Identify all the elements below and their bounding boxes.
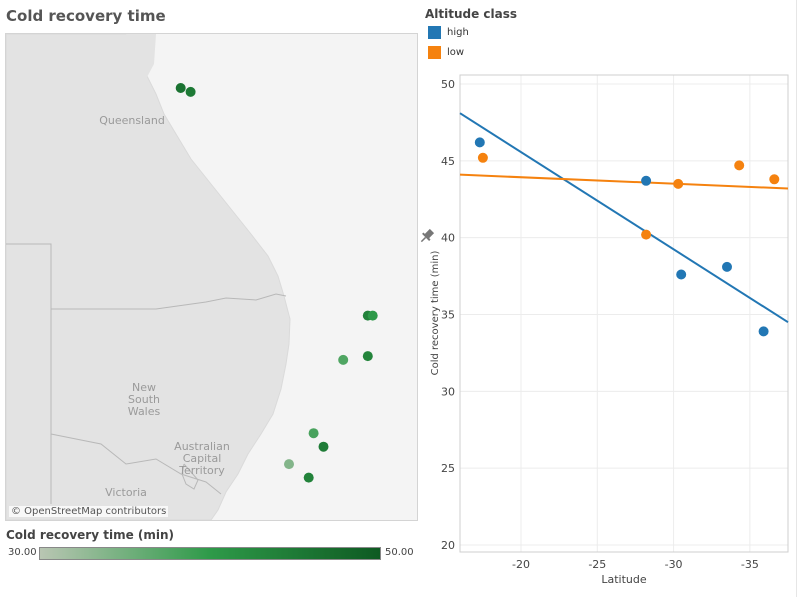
point-high-1[interactable] bbox=[641, 175, 652, 186]
map-point-7[interactable] bbox=[318, 441, 329, 452]
y-axis-label: Cold recovery time (min) bbox=[430, 251, 441, 376]
dashboard-title: Cold recovery time bbox=[6, 7, 166, 25]
scatter-points bbox=[474, 137, 780, 337]
map-state-border bbox=[50, 433, 222, 495]
x-tick-label: -20 bbox=[512, 558, 530, 571]
x-axis-label: Latitude bbox=[601, 573, 647, 586]
panel-divider bbox=[796, 0, 797, 597]
map-label-act2: Capital bbox=[183, 452, 222, 465]
color-legend-max: 50.00 bbox=[385, 547, 414, 558]
point-low-3[interactable] bbox=[734, 160, 745, 171]
scatter-gridlines bbox=[460, 75, 788, 552]
x-tick-label: -25 bbox=[588, 558, 606, 571]
map-label-nsw3: Wales bbox=[128, 405, 161, 418]
color-legend-min: 30.00 bbox=[8, 547, 37, 558]
map-label-queensland: Queensland bbox=[99, 114, 165, 127]
legend-label-high: high bbox=[447, 26, 469, 38]
map-point-4[interactable] bbox=[338, 354, 349, 365]
map-point-5[interactable] bbox=[362, 351, 373, 362]
map-label-nsw2: South bbox=[128, 393, 160, 406]
x-tick-label: -30 bbox=[665, 558, 683, 571]
point-low-4[interactable] bbox=[769, 174, 780, 185]
map-act-border bbox=[181, 463, 199, 490]
point-low-0[interactable] bbox=[477, 152, 488, 163]
map-label-victoria: Victoria bbox=[105, 486, 147, 499]
legend-item-high[interactable]: high bbox=[428, 25, 469, 39]
map-point-6[interactable] bbox=[308, 428, 319, 439]
y-tick-label: 30 bbox=[441, 385, 455, 398]
point-high-0[interactable] bbox=[474, 137, 485, 148]
map-panel[interactable]: Queensland New South Wales Australian Capital… bbox=[5, 33, 418, 521]
point-high-4[interactable] bbox=[758, 326, 769, 337]
trend-line-low[interactable] bbox=[459, 173, 789, 190]
legend-label-low: low bbox=[447, 46, 465, 58]
color-gradient-bar bbox=[39, 547, 381, 560]
y-tick-label: 20 bbox=[441, 539, 455, 552]
scatter-trend-lines bbox=[459, 112, 789, 324]
y-tick-label: 50 bbox=[441, 78, 455, 91]
trend-line-high[interactable] bbox=[459, 112, 789, 324]
altitude-legend-title: Altitude class bbox=[425, 7, 518, 21]
map-credit[interactable]: © OpenStreetMap contributors bbox=[9, 506, 169, 517]
point-low-2[interactable] bbox=[673, 178, 684, 189]
y-tick-label: 40 bbox=[441, 232, 455, 245]
x-tick-label: -35 bbox=[741, 558, 759, 571]
point-high-2[interactable] bbox=[676, 269, 687, 280]
y-tick-label: 25 bbox=[441, 462, 455, 475]
pin-icon[interactable] bbox=[418, 228, 436, 246]
map-label-act3: Territory bbox=[178, 464, 225, 477]
color-legend-title: Cold recovery time (min) bbox=[6, 528, 175, 542]
point-high-3[interactable] bbox=[722, 261, 732, 272]
map-point-0[interactable] bbox=[175, 83, 186, 93]
map-point-layer bbox=[175, 83, 378, 483]
map-point-9[interactable] bbox=[303, 472, 314, 483]
scatter-plot-frame bbox=[459, 74, 789, 553]
y-tick-label: 45 bbox=[441, 155, 455, 168]
map-label-nsw1: New bbox=[132, 381, 156, 394]
scatter-tick-labels: 20 25 30 35 40 45 50 -20 -25 -30 -35 bbox=[441, 78, 759, 571]
map-point-1[interactable] bbox=[185, 86, 196, 97]
legend-item-low[interactable]: low bbox=[428, 45, 464, 59]
legend-swatch-high bbox=[428, 25, 441, 39]
map-label-act1: Australian bbox=[174, 440, 230, 453]
map-point-3[interactable] bbox=[367, 310, 378, 321]
legend-swatch-low bbox=[428, 45, 441, 59]
map-state-border bbox=[6, 243, 287, 310]
y-tick-label: 35 bbox=[441, 309, 455, 322]
map-point-8[interactable] bbox=[284, 459, 294, 470]
map-cape-york bbox=[126, 34, 156, 79]
point-low-1[interactable] bbox=[641, 229, 652, 240]
